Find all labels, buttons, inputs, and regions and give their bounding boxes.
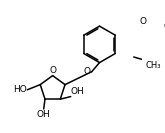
Text: O: O [83,67,90,76]
Text: CH₃: CH₃ [146,61,161,70]
Text: O: O [139,17,146,26]
Text: OH: OH [71,87,85,96]
Text: HO: HO [13,85,27,94]
Text: O: O [164,22,165,31]
Text: OH: OH [37,110,50,119]
Text: O: O [49,66,56,75]
